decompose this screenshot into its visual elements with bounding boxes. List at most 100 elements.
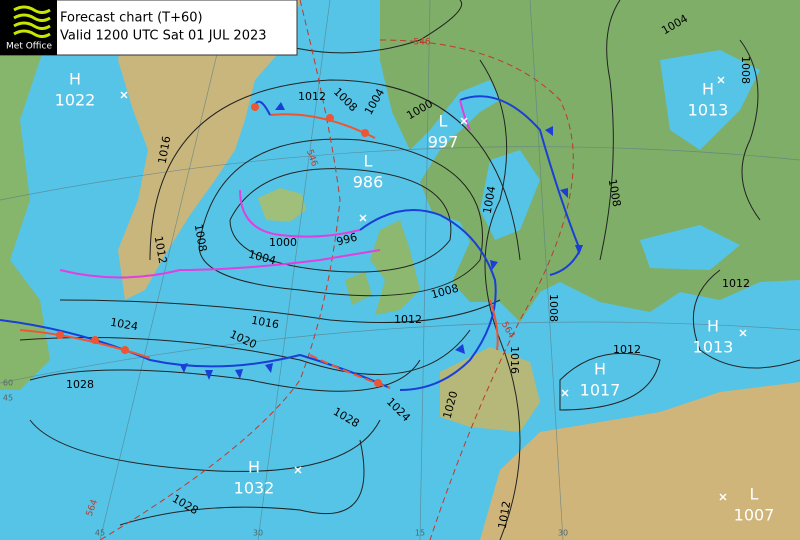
centre-marks (120, 76, 747, 501)
land-britain (370, 220, 420, 315)
chart-title: Forecast chart (T+60) (60, 11, 203, 26)
isobar (119, 439, 365, 526)
warm-front (489, 299, 499, 351)
centre-kind: L (439, 112, 448, 131)
isobar-label: 1008 (192, 223, 210, 253)
isobar-label: 1012 (298, 90, 326, 103)
land-greenland (118, 0, 300, 300)
front-symbols (56, 103, 382, 387)
centre-value: 1022 (55, 91, 96, 110)
centre-cross (460, 117, 468, 125)
grid-label: 15 (415, 529, 425, 538)
isobar-label: 1008 (739, 56, 752, 84)
centre-kind: L (750, 485, 759, 504)
centre-cross (717, 76, 725, 84)
isobar (229, 168, 452, 273)
isobar-label: 1012 (152, 235, 170, 265)
meridian (419, 0, 431, 540)
front-triangle (490, 260, 498, 270)
occluded-front (59, 249, 381, 279)
thickness-label: 546 (413, 38, 430, 48)
thickness-line (99, 0, 341, 540)
front-triangle (560, 188, 568, 198)
centre-cross (120, 91, 128, 99)
isobar-label: 1016 (508, 346, 521, 374)
centre-value: 1013 (693, 338, 734, 357)
front-semicircle (91, 336, 99, 344)
front-triangle (180, 363, 188, 373)
centre-kind: H (707, 317, 719, 336)
land-iceland (258, 188, 306, 222)
centre-cross (739, 329, 747, 337)
warm-front (19, 329, 151, 359)
front-triangle (575, 245, 583, 255)
front-symbols (180, 102, 583, 380)
front-semicircle (251, 103, 259, 111)
land-iberia (440, 347, 540, 432)
front-semicircle (121, 346, 129, 354)
isobar (599, 0, 621, 261)
centre-cross (294, 466, 302, 474)
front-triangle (545, 126, 553, 136)
land-canada (0, 0, 60, 390)
centre-kind: L (364, 152, 373, 171)
parallel (0, 146, 800, 201)
isobar (198, 138, 483, 297)
centre-value: 1013 (688, 101, 729, 120)
isobar (29, 359, 421, 392)
thickness-line (379, 39, 574, 540)
centre-cross (561, 389, 569, 397)
labels: H 1022 L 997 L 986 H 1013 H 1013 H 1017 H 1032 L 1007 10… (3, 12, 774, 538)
grid-label: 45 (95, 529, 105, 538)
meridian (257, 0, 331, 540)
isobar-label: 1016 (250, 314, 280, 332)
occluded-front (239, 189, 361, 238)
valid-time: Valid 1200 UTC Sat 01 JUL 2023 (60, 29, 267, 44)
centre-value: 1017 (580, 381, 621, 400)
centre-cross (359, 214, 367, 222)
meridian (529, 0, 564, 540)
cold-front (459, 95, 582, 276)
isobar-label: 996 (335, 231, 359, 249)
front-triangle (275, 102, 285, 110)
land-ireland (345, 272, 372, 305)
isobar-label: 1012 (496, 500, 514, 530)
meridian (99, 0, 231, 540)
sea-black (640, 225, 740, 270)
isobar-label: 1028 (66, 378, 94, 391)
fronts (0, 95, 583, 391)
isobar-label: 1008 (547, 294, 560, 322)
cold-front (359, 209, 497, 391)
front-semicircle (56, 331, 64, 339)
sea-white (660, 50, 760, 150)
centre-value: 1032 (234, 479, 275, 498)
grid-label: 45 (3, 394, 13, 403)
isobar (59, 299, 501, 323)
isobar-label: 1012 (394, 313, 422, 326)
front-semicircle (374, 379, 382, 387)
centre-value: 986 (353, 173, 384, 192)
land-africa (480, 382, 800, 540)
centre-cross (719, 493, 727, 501)
isobar (19, 329, 471, 375)
grid-label: 30 (558, 529, 568, 538)
front-triangle (265, 363, 273, 373)
grid-label: 30 (253, 529, 263, 538)
isobars (19, 0, 800, 540)
thickness-lines (99, 0, 574, 540)
centre-kind: H (702, 80, 714, 99)
isobar-label: 1000 (269, 236, 297, 249)
centre-kind: H (69, 70, 81, 89)
isobar-label: 1012 (722, 277, 750, 290)
front-semicircle (361, 129, 369, 137)
front-triangle (455, 344, 465, 354)
centre-kind: H (594, 360, 606, 379)
sea-baltic (480, 150, 540, 240)
isobar (29, 419, 381, 472)
logo-icon (13, 5, 51, 38)
parallel (0, 321, 800, 384)
centre-value: 1007 (734, 506, 775, 525)
isobar-label: 1008 (606, 178, 624, 208)
front-triangle (205, 370, 213, 380)
